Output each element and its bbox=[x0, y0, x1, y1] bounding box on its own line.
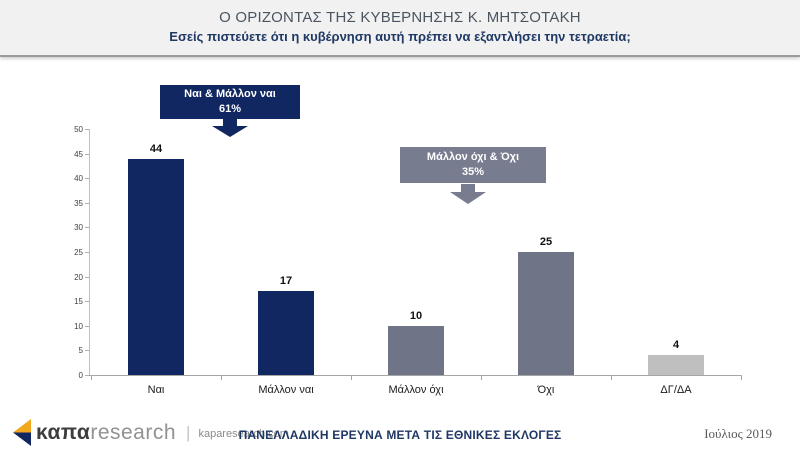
logo-text-kapa: καπα bbox=[36, 420, 91, 444]
y-axis-tick bbox=[85, 325, 89, 327]
bar-value-label: 10 bbox=[409, 310, 423, 322]
y-axis-tick bbox=[85, 202, 89, 204]
y-axis-tick bbox=[85, 301, 89, 303]
x-category-label: Όχι bbox=[537, 384, 555, 396]
x-category-label: ΔΓ/ΔΑ bbox=[660, 384, 692, 396]
y-axis-tick-label: 0 bbox=[78, 371, 83, 380]
x-axis-tick bbox=[481, 376, 482, 380]
y-axis-tick bbox=[85, 129, 89, 130]
y-axis-tick bbox=[85, 276, 89, 278]
y-axis bbox=[89, 129, 90, 375]
bar-Μάλλον όχι bbox=[388, 326, 444, 375]
survey-description: ΠΑΝΕΛΛΑΔΙΚΗ ΕΡΕΥΝΑ ΜΕΤΑ ΤΙΣ ΕΘΝΙΚΕΣ ΕΚΛΟ… bbox=[238, 428, 562, 442]
x-axis-tick bbox=[741, 376, 742, 380]
x-axis-tick bbox=[351, 376, 352, 380]
y-axis-tick-label: 20 bbox=[74, 272, 83, 282]
bar-Μάλλον ναι bbox=[258, 291, 314, 375]
chart-subtitle: Εσείς πιστεύετε ότι η κυβέρνηση αυτή πρέ… bbox=[169, 29, 631, 44]
y-axis-tick-label: 40 bbox=[74, 174, 83, 184]
y-axis-tick-label: 50 bbox=[74, 125, 83, 134]
bar-value-label: 44 bbox=[149, 143, 163, 155]
bar-value-label: 4 bbox=[672, 339, 680, 351]
y-axis-tick bbox=[85, 227, 89, 229]
y-axis-tick bbox=[85, 252, 89, 253]
bar-Ναι bbox=[128, 159, 184, 375]
callout-yes-arrow-icon bbox=[212, 119, 248, 137]
x-category-label: Μάλλον όχι bbox=[388, 384, 444, 396]
bar-value-label: 17 bbox=[279, 275, 293, 287]
callout-no-arrow-icon bbox=[450, 184, 486, 204]
survey-date: Ιούλιος 2019 bbox=[704, 426, 772, 441]
y-axis-tick-label: 30 bbox=[74, 223, 83, 233]
x-axis-tick bbox=[611, 376, 612, 380]
y-axis-tick-label: 15 bbox=[74, 297, 83, 307]
y-axis-tick-label: 10 bbox=[74, 321, 83, 331]
callout-no-value: 35% bbox=[461, 166, 485, 178]
logo-separator: | bbox=[186, 422, 191, 442]
bar-value-label: 25 bbox=[539, 236, 553, 248]
x-category-label: Ναι bbox=[147, 384, 165, 396]
logo-text-research: research bbox=[90, 420, 177, 444]
bar-ΔΓ/ΔΑ bbox=[648, 355, 704, 375]
x-axis-tick bbox=[91, 376, 92, 380]
y-axis-tick-label: 35 bbox=[74, 198, 83, 208]
x-axis-tick bbox=[221, 376, 222, 380]
callout-yes-label: Ναι & Μάλλον ναι bbox=[184, 88, 276, 100]
chart-title: Ο ΟΡΙΖΟΝΤΑΣ ΤΗΣ ΚΥΒΕΡΝΗΣΗΣ Κ. ΜΗΤΣΟΤΑΚΗ bbox=[219, 9, 581, 26]
y-axis-tick-label: 5 bbox=[78, 346, 83, 356]
y-axis-tick-label: 45 bbox=[74, 149, 83, 159]
callout-no-group: Μάλλον όχι & Όχι 35% bbox=[400, 147, 546, 183]
x-category-label: Μάλλον ναι bbox=[258, 384, 314, 396]
kapa-research-logo: καπα research | kaparesearch.com bbox=[12, 419, 289, 446]
logo-website: kaparesearch.com bbox=[198, 427, 289, 440]
kapa-logo-icon bbox=[13, 419, 31, 446]
y-axis-tick-label: 25 bbox=[74, 248, 83, 257]
callout-yes-group: Ναι & Μάλλον ναι 61% bbox=[160, 85, 300, 119]
y-axis-tick bbox=[85, 375, 89, 376]
slide-header: Ο ΟΡΙΖΟΝΤΑΣ ΤΗΣ ΚΥΒΕΡΝΗΣΗΣ Κ. ΜΗΤΣΟΤΑΚΗ … bbox=[0, 0, 800, 57]
bar-Όχι bbox=[518, 252, 574, 375]
callout-no-label: Μάλλον όχι & Όχι bbox=[426, 151, 520, 163]
callout-yes-value: 61% bbox=[218, 103, 242, 115]
y-axis-tick bbox=[85, 178, 89, 180]
x-axis bbox=[89, 375, 742, 376]
y-axis-tick bbox=[85, 350, 89, 352]
y-axis-tick bbox=[85, 153, 89, 155]
